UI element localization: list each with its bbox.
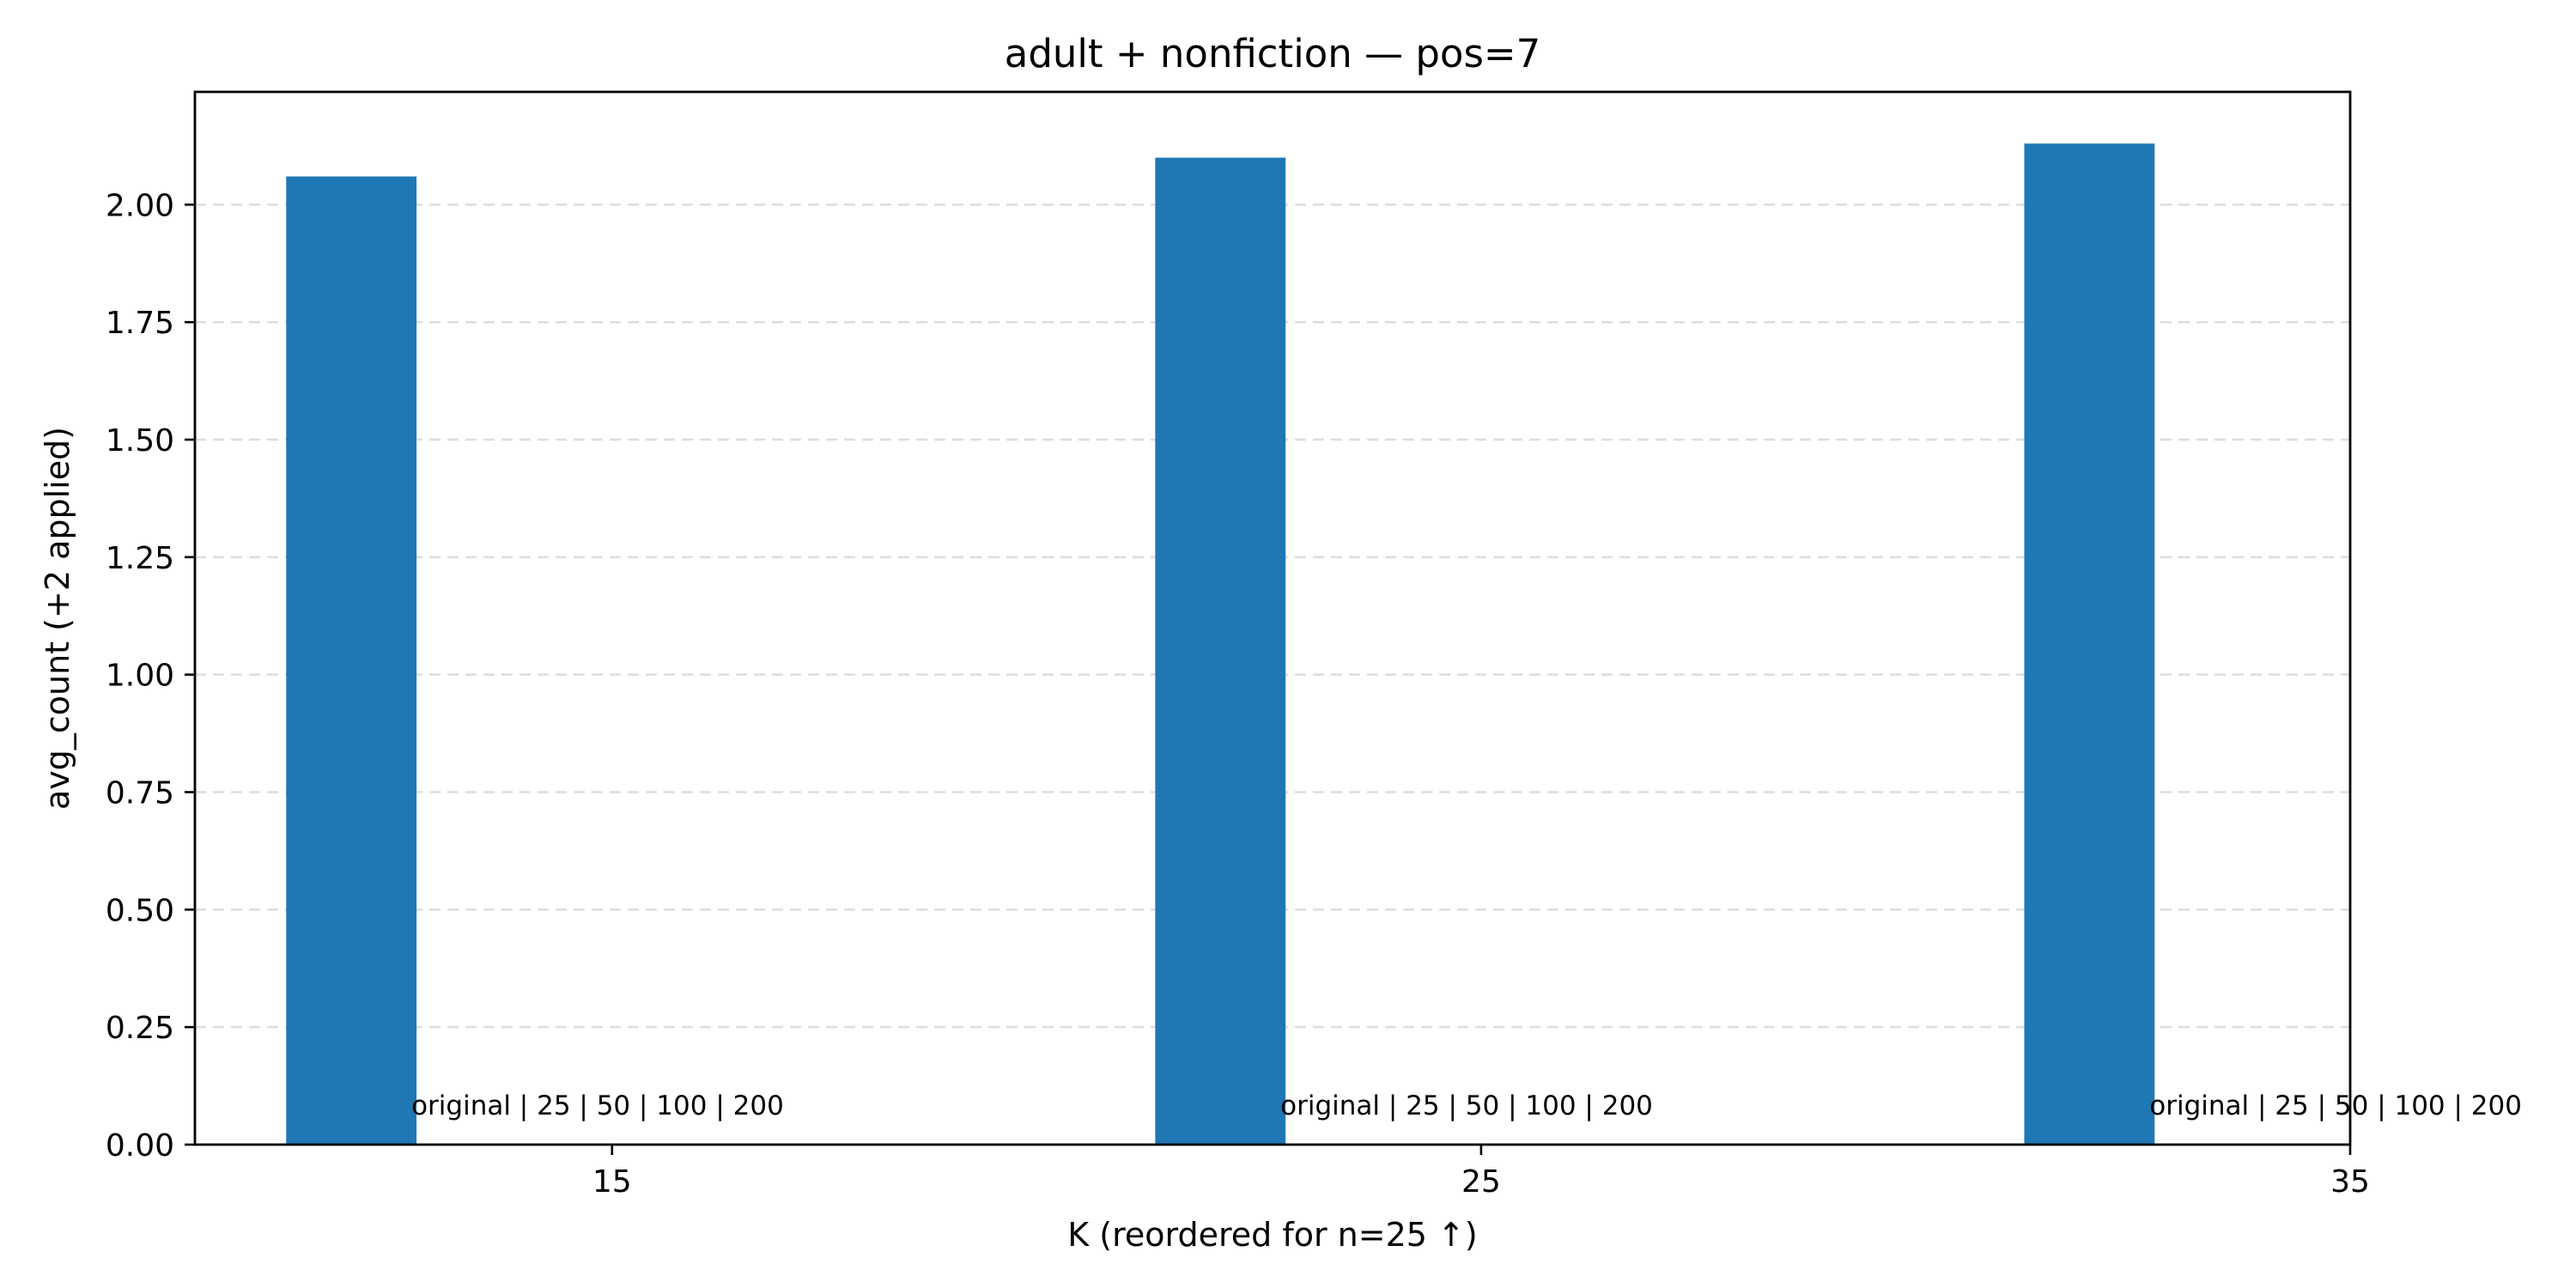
y-tick-label: 1.50 <box>106 423 174 459</box>
grid-lines <box>195 204 2350 1029</box>
bar-annotations: original | 25 | 50 | 100 | 200 original |… <box>411 1091 2522 1121</box>
bar <box>2024 143 2155 1145</box>
y-tick-label: 0.00 <box>106 1128 174 1163</box>
x-tick-label: 15 <box>592 1164 632 1200</box>
x-tick-label: 25 <box>1461 1164 1501 1200</box>
y-tick-label: 1.25 <box>106 541 174 576</box>
x-axis-label: K (reordered for n=25 ↑) <box>1067 1216 1477 1254</box>
bar-annotation: original | 25 | 50 | 100 | 200 <box>1280 1091 1653 1121</box>
bar <box>1155 157 1286 1145</box>
y-tick-label: 1.75 <box>106 306 174 341</box>
bar-annotation: original | 25 | 50 | 100 | 200 <box>2149 1091 2522 1121</box>
bar-annotation: original | 25 | 50 | 100 | 200 <box>411 1091 784 1121</box>
y-tick-label: 0.75 <box>106 776 174 811</box>
y-axis-ticks: 0.00 0.25 0.50 0.75 1.00 1.25 1.50 1.75 2.00 <box>106 188 195 1163</box>
y-tick-label: 0.25 <box>106 1011 174 1046</box>
x-axis-ticks: 15 25 35 <box>592 1145 2370 1200</box>
y-tick-label: 1.00 <box>106 659 174 694</box>
chart-title: adult + nonfiction — pos=7 <box>1005 31 1540 76</box>
plot-frame <box>193 90 2352 1146</box>
bars <box>286 143 2155 1145</box>
y-tick-label: 2.00 <box>106 188 174 223</box>
x-tick-label: 35 <box>2330 1164 2370 1200</box>
bar <box>286 176 417 1145</box>
y-tick-label: 0.50 <box>106 893 174 928</box>
y-axis-label: avg_count (+2 applied) <box>39 427 76 810</box>
